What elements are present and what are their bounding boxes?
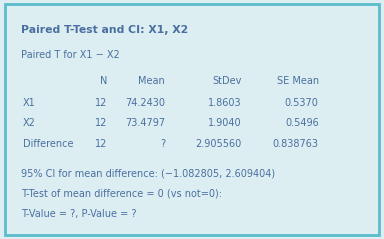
Text: SE Mean: SE Mean xyxy=(276,76,319,87)
FancyBboxPatch shape xyxy=(5,4,379,235)
Text: Difference: Difference xyxy=(23,139,74,149)
Text: 12: 12 xyxy=(95,98,108,108)
Text: 0.5370: 0.5370 xyxy=(285,98,319,108)
Text: N: N xyxy=(100,76,108,87)
Text: T-Value = ?, P-Value = ?: T-Value = ?, P-Value = ? xyxy=(21,209,137,219)
Text: 1.8603: 1.8603 xyxy=(208,98,242,108)
Text: X2: X2 xyxy=(23,118,36,128)
Text: Paired T-Test and CI: X1, X2: Paired T-Test and CI: X1, X2 xyxy=(21,25,189,35)
Text: 12: 12 xyxy=(95,118,108,128)
Text: 73.4797: 73.4797 xyxy=(125,118,165,128)
Text: 0.838763: 0.838763 xyxy=(273,139,319,149)
Text: Mean: Mean xyxy=(138,76,165,87)
Text: ?: ? xyxy=(160,139,165,149)
Text: StDev: StDev xyxy=(213,76,242,87)
Text: 0.5496: 0.5496 xyxy=(285,118,319,128)
Text: X1: X1 xyxy=(23,98,36,108)
Text: 2.905560: 2.905560 xyxy=(196,139,242,149)
Text: 1.9040: 1.9040 xyxy=(208,118,242,128)
Text: 74.2430: 74.2430 xyxy=(125,98,165,108)
Text: T-Test of mean difference = 0 (vs not=0):: T-Test of mean difference = 0 (vs not=0)… xyxy=(21,189,222,199)
Text: 95% CI for mean difference: (−1.082805, 2.609404): 95% CI for mean difference: (−1.082805, … xyxy=(21,168,275,179)
Text: Paired T for X1 − X2: Paired T for X1 − X2 xyxy=(21,50,120,60)
Text: 12: 12 xyxy=(95,139,108,149)
